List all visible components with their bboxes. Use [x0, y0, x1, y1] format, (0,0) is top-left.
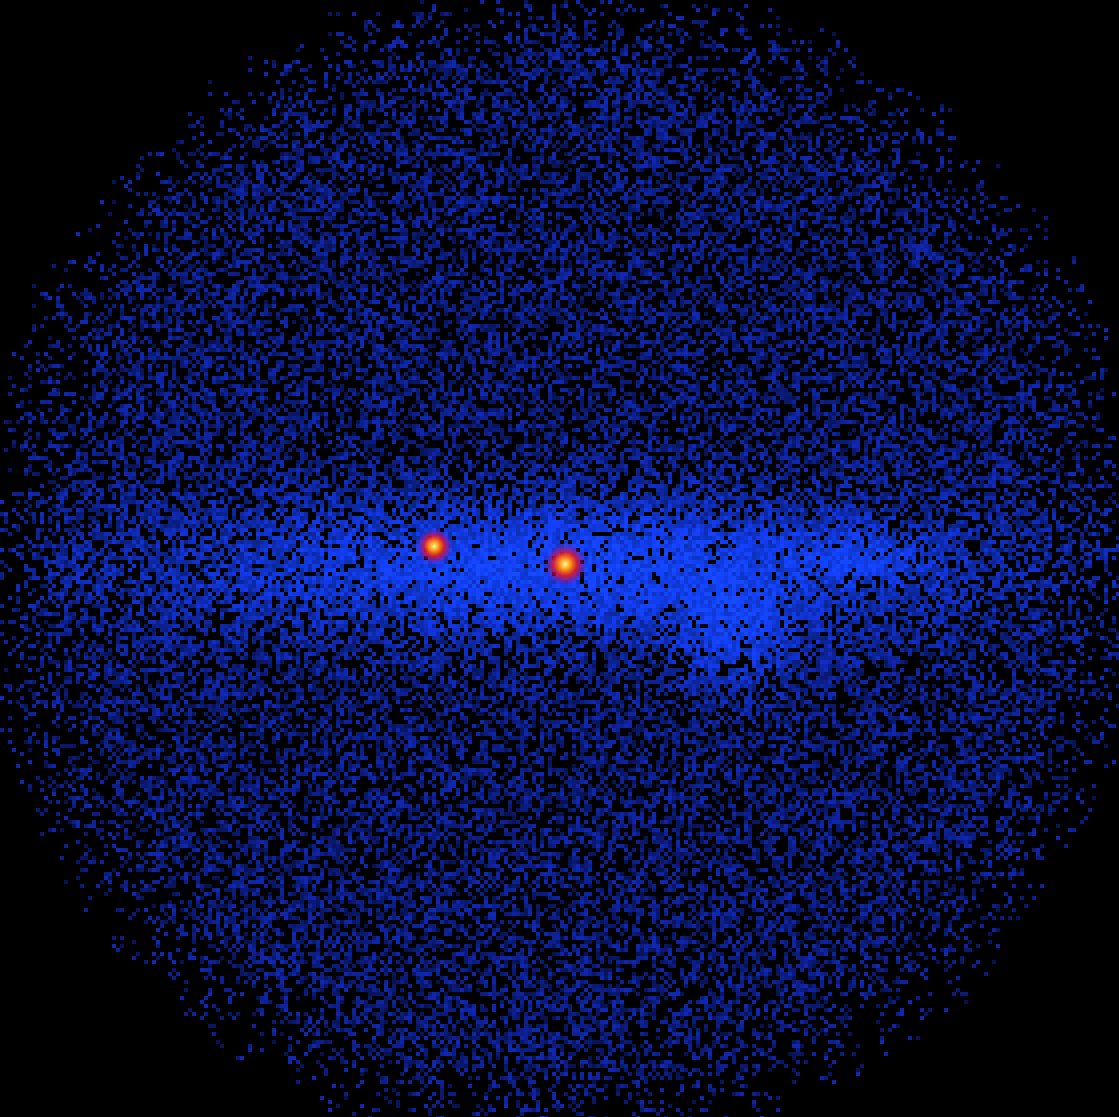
sky-image — [0, 0, 1119, 1117]
sky-canvas — [0, 0, 1119, 1117]
